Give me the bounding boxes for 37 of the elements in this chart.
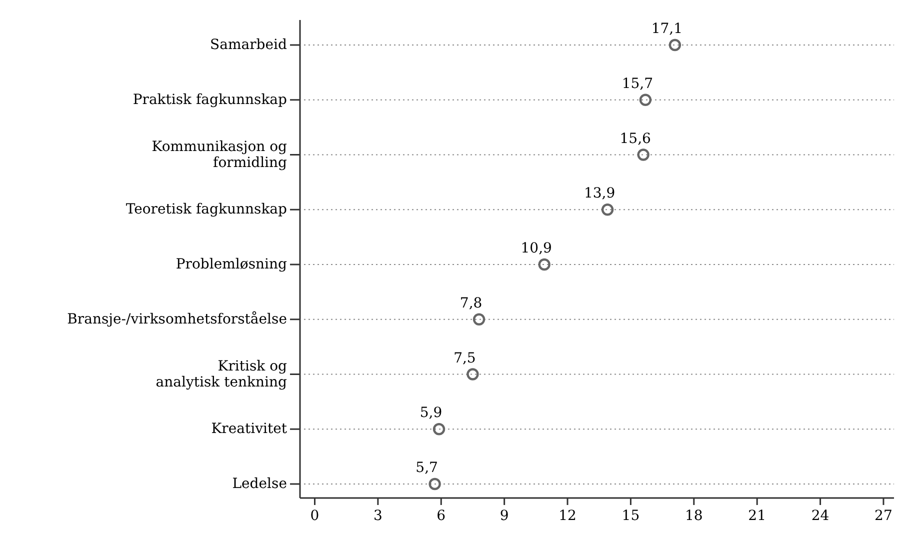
- data-label: 7,8: [460, 295, 482, 312]
- data-label: 5,7: [416, 460, 438, 476]
- data-label: 5,9: [420, 405, 442, 422]
- point: [472, 313, 486, 326]
- x-tick-label: 12: [558, 508, 576, 524]
- y-tick-label: Kommunikasjon og formidling: [152, 138, 288, 170]
- x-tick-label: 3: [373, 508, 382, 524]
- y-tick-label: Teoretisk fagkunnskap: [126, 201, 288, 218]
- x-tick-label: 0: [310, 508, 320, 524]
- y-tick-label: Ledelse: [232, 476, 287, 492]
- y-tick-label: Kreativitet: [211, 420, 288, 437]
- point: [432, 423, 446, 436]
- data-label: 17,1: [651, 21, 683, 37]
- data-label: 7,5: [454, 350, 476, 366]
- x-tick-label: 18: [684, 508, 703, 524]
- x-tick-label: 6: [436, 508, 446, 524]
- y-tick-label: Bransje-/virksomhetsforståelse: [67, 310, 287, 328]
- data-label: 10,9: [520, 240, 552, 256]
- y-tick-label: Kritisk og analytisk tenkning: [156, 358, 288, 390]
- point: [601, 204, 614, 216]
- point: [639, 94, 652, 106]
- point: [428, 478, 441, 490]
- point: [466, 368, 479, 380]
- point: [668, 38, 682, 52]
- x-tick-label: 24: [811, 508, 830, 524]
- data-label: 13,9: [584, 186, 616, 202]
- x-tick-label: 27: [874, 508, 892, 524]
- data-label: 15,6: [620, 130, 652, 147]
- x-tick-label: 15: [622, 508, 640, 524]
- y-tick-label: Samarbeid: [210, 36, 288, 53]
- y-tick-label: Praktisk fagkunnskap: [132, 92, 288, 108]
- point: [637, 148, 650, 161]
- y-tick-label: Problemløsning: [176, 256, 288, 272]
- data-label: 15,7: [622, 76, 654, 92]
- x-tick-label: 21: [748, 508, 766, 524]
- point: [538, 258, 550, 271]
- x-tick-label: 9: [500, 508, 509, 524]
